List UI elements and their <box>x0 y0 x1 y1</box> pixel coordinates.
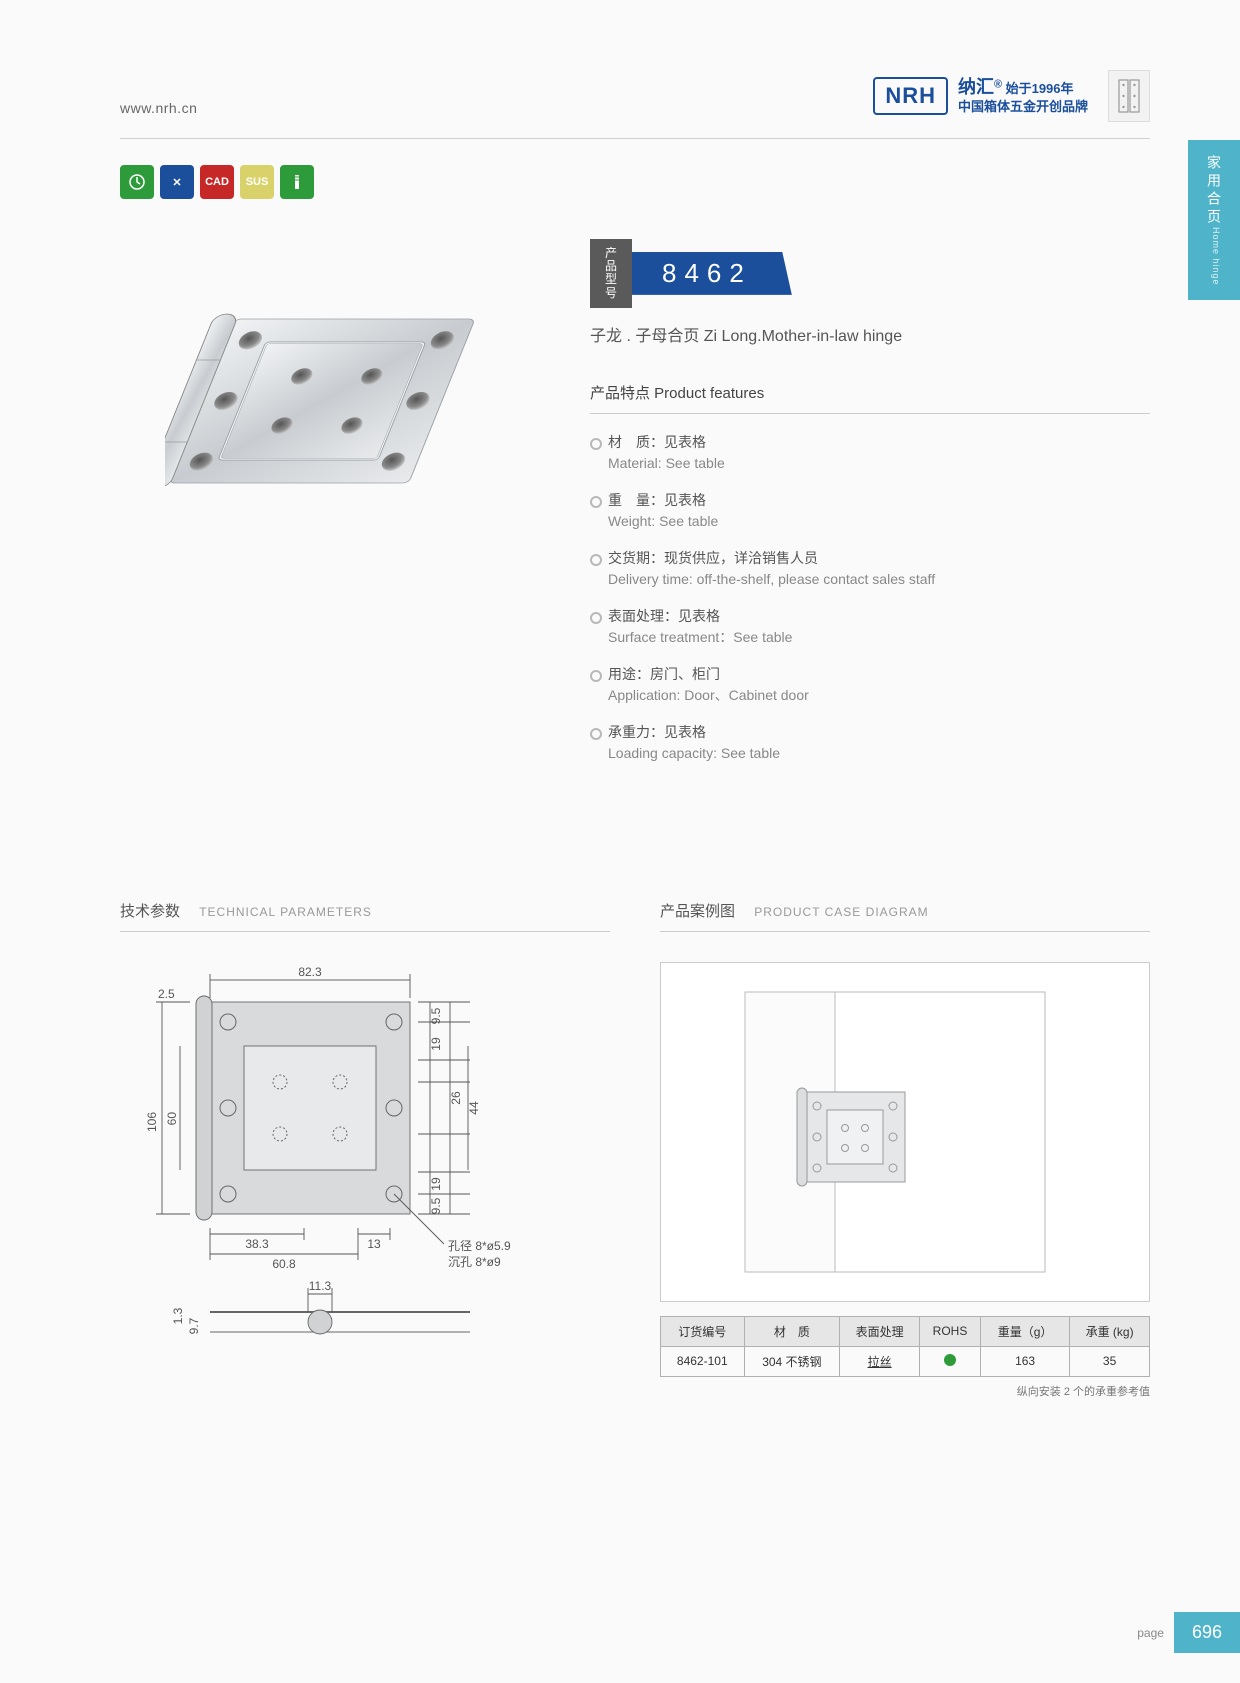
spec-header-3: ROHS <box>919 1316 980 1346</box>
brand-sub: 中国箱体五金开创品牌 <box>958 99 1088 116</box>
side-tab-cn: 家用合页 <box>1204 155 1224 227</box>
page-footer: page 696 <box>1137 1612 1240 1653</box>
logo: NRH <box>873 77 948 115</box>
dim-top-margin: 2.5 <box>158 987 175 1001</box>
features-list: 材 质：见表格Material: See table 重 量：见表格Weight:… <box>590 432 1150 764</box>
feature-item-1: 重 量：见表格Weight: See table <box>590 490 1150 532</box>
spec-header-4: 重量（g） <box>981 1316 1070 1346</box>
feature-item-0: 材 质：见表格Material: See table <box>590 432 1150 474</box>
feature-badge-1: ✕ <box>160 165 194 199</box>
table-note: 纵向安装 2 个的承重参考值 <box>660 1383 1150 1399</box>
feature-badge-2: CAD <box>200 165 234 199</box>
brand-block: NRH 纳汇® 始于1996年 中国箱体五金开创品牌 <box>873 70 1150 122</box>
dim-r-9-5a: 9.5 <box>429 1007 443 1024</box>
dim-overall-w: 82.3 <box>298 965 322 979</box>
feature-item-4: 用途：房门、柜门Application: Door、Cabinet door <box>590 664 1150 706</box>
side-tab-en: Home hinge <box>1211 227 1221 286</box>
feature-badge-0 <box>120 165 154 199</box>
dim-b-38-3: 38.3 <box>245 1237 269 1251</box>
dim-side-9-7: 9.7 <box>187 1317 201 1334</box>
feature-item-3: 表面处理：见表格Surface treatment：See table <box>590 606 1150 648</box>
case-diagram-title: 产品案例图 PRODUCT CASE DIAGRAM <box>660 900 1150 932</box>
hinge-category-icon <box>1108 70 1150 122</box>
page-label: page <box>1137 1626 1164 1640</box>
dim-side-1-3: 1.3 <box>171 1307 185 1324</box>
category-side-tab: 家用合页 Home hinge <box>1188 140 1240 300</box>
feature-badge-3: SUS <box>240 165 274 199</box>
spec-table: 订货编号材 质表面处理ROHS重量（g）承重 (kg) 8462-101304 … <box>660 1316 1150 1377</box>
model-label: 产品型号 <box>590 239 632 308</box>
feature-badge-4 <box>280 165 314 199</box>
features-title: 产品特点 Product features <box>590 382 1150 414</box>
site-url: www.nrh.cn <box>120 70 197 116</box>
brand-text: 纳汇® 始于1996年 中国箱体五金开创品牌 <box>958 76 1088 116</box>
page-number: 696 <box>1174 1612 1240 1653</box>
dim-r-44: 44 <box>467 1101 481 1115</box>
dim-inner-h: 60 <box>165 1111 179 1125</box>
brand-since: 始于1996年 <box>1006 81 1074 96</box>
dim-r-19a: 19 <box>429 1037 443 1051</box>
case-title-cn: 产品案例图 <box>660 903 735 920</box>
product-photo <box>120 239 550 780</box>
feature-item-2: 交货期：现货供应，详洽销售人员Delivery time: off-the-sh… <box>590 548 1150 590</box>
dim-r-19b: 19 <box>429 1177 443 1191</box>
feature-item-5: 承重力：见表格Loading capacity: See table <box>590 722 1150 764</box>
dim-overall-h: 106 <box>145 1111 159 1131</box>
spec-header-0: 订货编号 <box>661 1316 745 1346</box>
case-title-en: PRODUCT CASE DIAGRAM <box>754 905 928 919</box>
spec-header-5: 承重 (kg) <box>1070 1316 1150 1346</box>
brand-cn: 纳汇 <box>958 77 994 97</box>
spec-header-1: 材 质 <box>744 1316 840 1346</box>
model-number: 8462 <box>632 252 792 295</box>
dim-r-9-5b: 9.5 <box>429 1197 443 1214</box>
technical-drawing: 82.3 2.5 106 60 <box>120 962 610 1387</box>
dim-r-26: 26 <box>449 1091 463 1105</box>
dim-b-60-8: 60.8 <box>272 1257 296 1271</box>
dim-hole-note2: 沉孔 8*ø9 <box>448 1255 501 1269</box>
dim-side-11-3: 11.3 <box>309 1279 332 1293</box>
dim-hole-note1: 孔径 8*ø5.9 <box>448 1239 511 1253</box>
page-header: www.nrh.cn NRH 纳汇® 始于1996年 中国箱体五金开创品牌 <box>120 70 1150 139</box>
tech-params-title: 技术参数 TECHNICAL PARAMETERS <box>120 900 610 932</box>
feature-icon-row: ✕CADSUS <box>120 165 1150 199</box>
product-subtitle: 子龙 . 子母合页 Zi Long.Mother-in-law hinge <box>590 322 1150 346</box>
tech-title-cn: 技术参数 <box>120 903 180 920</box>
spec-row: 8462-101304 不锈钢拉丝16335 <box>661 1346 1150 1376</box>
model-row: 产品型号 8462 <box>590 239 1150 308</box>
tech-title-en: TECHNICAL PARAMETERS <box>199 905 372 919</box>
product-case-diagram <box>660 962 1150 1302</box>
spec-header-2: 表面处理 <box>840 1316 920 1346</box>
dim-b-13: 13 <box>367 1237 381 1251</box>
